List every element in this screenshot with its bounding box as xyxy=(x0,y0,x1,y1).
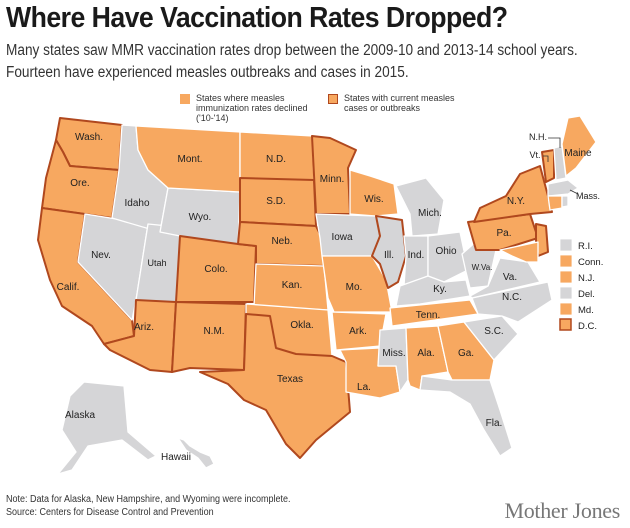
label-ny: N.Y. xyxy=(507,196,525,207)
label-mo: Mo. xyxy=(346,282,363,293)
label-sc: S.C. xyxy=(484,326,503,337)
label-nd: N.D. xyxy=(266,154,286,165)
label-id: Idaho xyxy=(124,198,149,209)
key-swatch-dc xyxy=(559,318,572,331)
state-hi xyxy=(177,437,215,469)
label-ma: Mass. xyxy=(576,191,600,201)
state-wi xyxy=(349,169,399,217)
key-label-ct: Conn. xyxy=(578,257,603,268)
state-nj xyxy=(535,223,549,257)
subtitle-line-2: Fourteen have experienced measles outbre… xyxy=(6,64,409,81)
label-nm: N.M. xyxy=(203,326,224,337)
label-pa: Pa. xyxy=(496,228,511,239)
state-ny xyxy=(473,165,553,223)
state-nm xyxy=(171,301,247,373)
state-ri xyxy=(561,195,569,208)
label-ut: Utah xyxy=(147,258,166,268)
mother-jones-logo: Mother Jones xyxy=(504,498,620,523)
label-al: Ala. xyxy=(417,348,434,359)
label-fl: Fla. xyxy=(486,418,503,429)
label-ky: Ky. xyxy=(433,284,447,295)
footnote-source: Source: Centers for Disease Control and … xyxy=(6,507,214,518)
key-swatch-ct xyxy=(559,254,573,268)
leader-vt xyxy=(543,155,549,162)
label-wv: W.Va. xyxy=(472,263,493,272)
state-mi xyxy=(395,177,445,237)
key-swatch-de xyxy=(559,286,573,300)
leader-nh xyxy=(548,137,561,148)
state-ak xyxy=(57,381,157,475)
key-label-ri: R.I. xyxy=(578,241,593,252)
label-sd: S.D. xyxy=(266,196,285,207)
subtitle-line-1: Many states saw MMR vaccination rates dr… xyxy=(6,42,578,59)
label-ak: Alaska xyxy=(65,410,95,421)
label-nh: N.H. xyxy=(529,132,547,142)
chart-title: Where Have Vaccination Rates Dropped? xyxy=(6,2,508,34)
label-or: Ore. xyxy=(70,178,89,189)
state-ky xyxy=(395,275,471,307)
footnote-incomplete-data: Note: Data for Alaska, New Hampshire, an… xyxy=(6,494,291,505)
legend-swatch-outbreaks xyxy=(328,94,338,104)
state-md xyxy=(499,241,539,263)
legend-label-declined: States where measles immunization rates … xyxy=(196,93,308,123)
label-vt: Vt. xyxy=(529,150,540,160)
label-ne: Neb. xyxy=(271,236,292,247)
state-oh xyxy=(427,231,469,283)
state-fl xyxy=(419,375,513,457)
label-co: Colo. xyxy=(204,264,227,275)
label-va: Va. xyxy=(503,272,517,283)
label-ms: Miss. xyxy=(382,348,405,359)
label-oh: Ohio xyxy=(435,246,457,257)
state-ma xyxy=(547,179,579,197)
label-hi: Hawaii xyxy=(161,452,191,463)
key-label-dc: D.C. xyxy=(578,321,597,332)
label-az: Ariz. xyxy=(134,322,154,333)
key-label-nj: N.J. xyxy=(578,273,595,284)
key-label-md: Md. xyxy=(578,305,594,316)
state-sc xyxy=(463,315,519,361)
key-swatch-ri xyxy=(559,238,573,252)
label-in: Ind. xyxy=(408,250,425,261)
legend-label-outbreaks: States with current measles cases or out… xyxy=(344,93,455,113)
label-mn: Minn. xyxy=(320,174,344,185)
label-ks: Kan. xyxy=(282,280,303,291)
label-mt: Mont. xyxy=(177,154,202,165)
label-wy: Wyo. xyxy=(189,212,212,223)
label-nc: N.C. xyxy=(502,292,522,303)
state-vt xyxy=(541,149,555,183)
label-mi: Mich. xyxy=(418,208,442,219)
label-ga: Ga. xyxy=(458,348,474,359)
label-la: La. xyxy=(357,382,371,393)
state-tx xyxy=(199,313,351,459)
label-tn: Tenn. xyxy=(416,310,440,321)
state-me xyxy=(561,115,597,177)
label-wa: Wash. xyxy=(75,132,103,143)
label-ia: Iowa xyxy=(331,232,353,243)
label-wi: Wis. xyxy=(364,194,383,205)
label-nv: Nev. xyxy=(91,250,111,261)
leader-ma xyxy=(569,189,579,195)
key-swatch-md xyxy=(559,302,573,316)
label-ok: Okla. xyxy=(290,320,313,331)
key-label-de: Del. xyxy=(578,289,595,300)
state-nc xyxy=(471,281,553,323)
legend-swatch-declined xyxy=(180,94,190,104)
label-ar: Ark. xyxy=(349,326,367,337)
label-il: Ill. xyxy=(384,250,394,261)
label-ca: Calif. xyxy=(57,282,80,293)
label-me: Maine xyxy=(564,148,592,159)
label-tx: Texas xyxy=(277,374,303,385)
key-swatch-nj xyxy=(559,270,573,284)
state-il xyxy=(371,215,407,289)
state-ct xyxy=(547,195,563,211)
